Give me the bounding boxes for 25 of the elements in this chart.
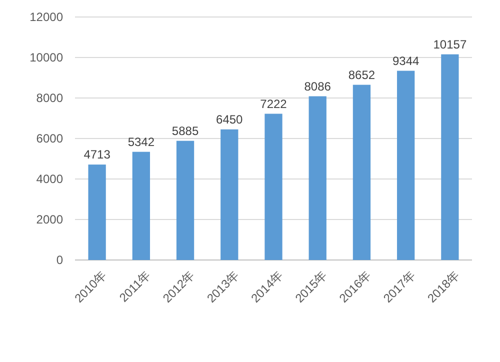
y-tick-label: 4000: [36, 172, 64, 186]
bar: [176, 140, 194, 260]
data-label: 8086: [304, 79, 332, 94]
y-tick-label: 8000: [36, 91, 64, 105]
y-tick-label: 2000: [36, 212, 64, 226]
y-tick-label: 10000: [30, 50, 64, 64]
data-label: 4713: [84, 148, 111, 162]
bar: [220, 129, 238, 260]
bar: [352, 84, 371, 260]
y-tick-label: 6000: [36, 132, 64, 146]
bar: [88, 164, 106, 260]
bar: [264, 114, 282, 260]
data-label: 6450: [216, 112, 244, 126]
data-label: 8652: [348, 68, 376, 82]
bar: [397, 70, 415, 260]
y-tick-label: 0: [56, 253, 64, 267]
bar: [308, 96, 326, 260]
bar: [132, 152, 150, 260]
bar: [441, 54, 459, 260]
data-label: 7222: [260, 96, 288, 111]
y-tick-label: 12000: [30, 10, 64, 24]
data-label: 5885: [172, 124, 199, 138]
data-label: 9344: [392, 54, 420, 68]
data-label: 10157: [433, 37, 467, 52]
data-label: 5342: [128, 134, 155, 149]
